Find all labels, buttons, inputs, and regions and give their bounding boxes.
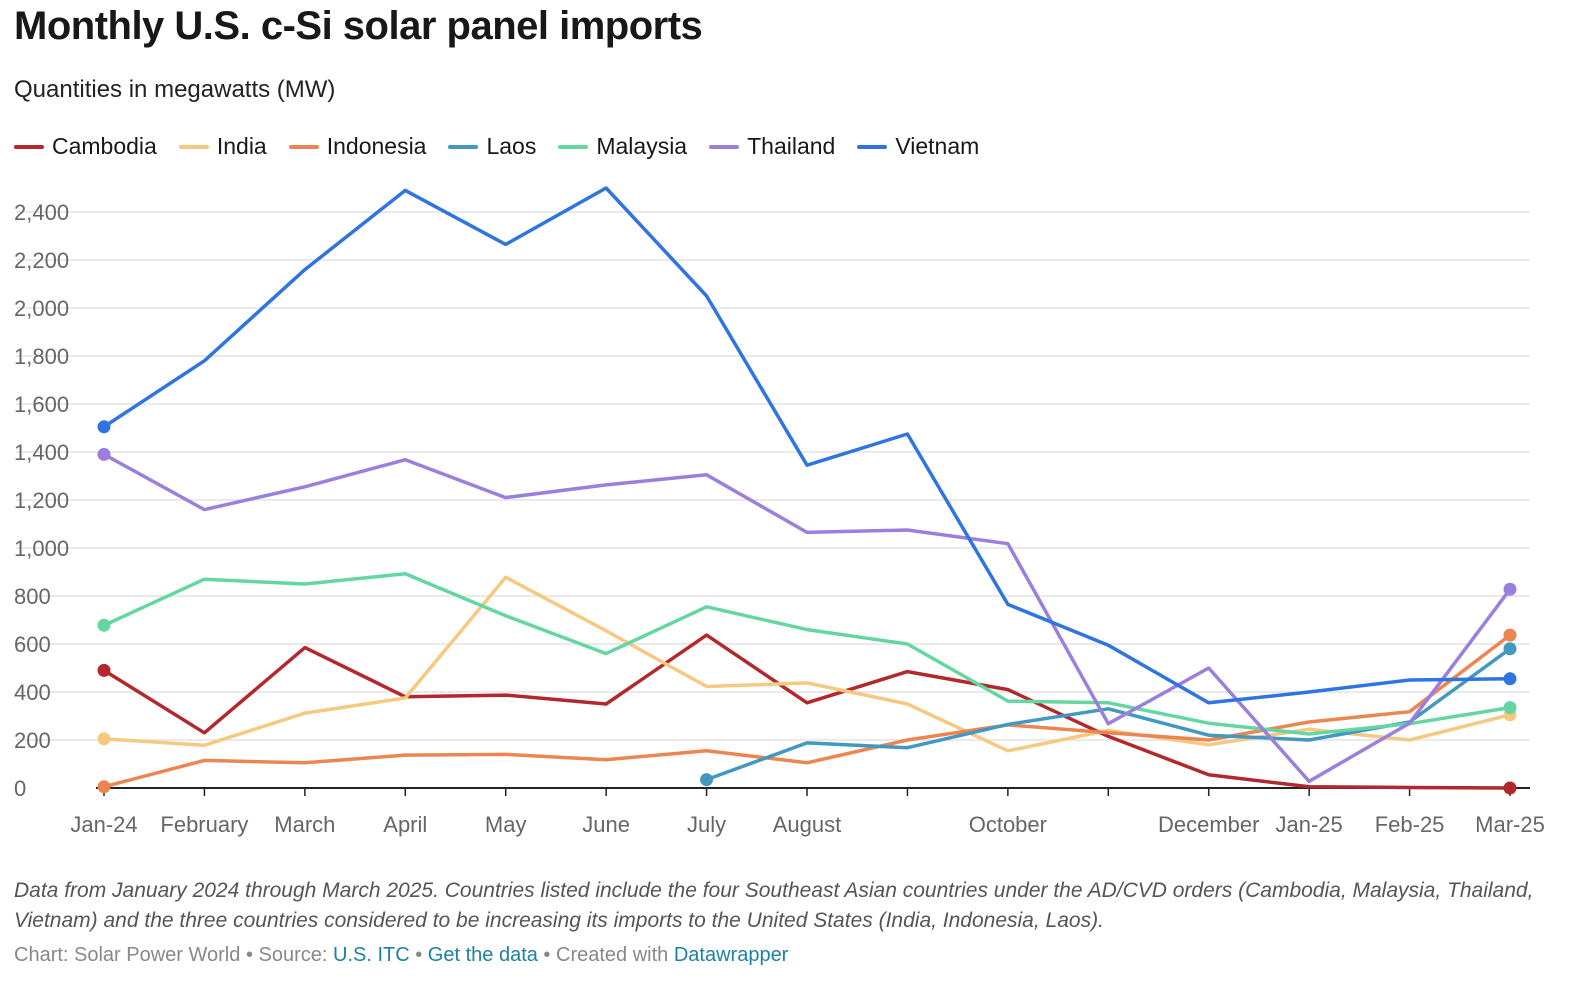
legend-label: Laos — [486, 133, 537, 159]
data-point-thailand — [97, 447, 111, 461]
x-tick-label: March — [274, 812, 335, 837]
x-tick-label: August — [773, 812, 842, 837]
chart-title: Monthly U.S. c-Si solar panel imports — [14, 4, 703, 48]
legend-item-malaysia: Malaysia — [558, 133, 687, 160]
footer-separator: • — [240, 944, 259, 966]
x-tick-label: Mar-25 — [1475, 812, 1545, 837]
legend-item-vietnam: Vietnam — [857, 133, 979, 160]
chart-subtitle: Quantities in megawatts (MW) — [14, 76, 336, 103]
data-point-indonesia — [1503, 628, 1517, 642]
y-tick-label: 1,600 — [14, 392, 69, 417]
x-tick-label: June — [582, 812, 630, 837]
legend-swatch — [14, 144, 44, 149]
x-tick-label: Feb-25 — [1375, 812, 1445, 837]
y-tick-label: 0 — [14, 776, 26, 801]
y-tick-label: 600 — [14, 632, 51, 657]
x-tick-label: October — [969, 812, 1047, 837]
chart-credit: Chart: Solar Power World — [14, 944, 241, 966]
legend-swatch — [288, 144, 319, 149]
x-tick-label: July — [687, 812, 726, 837]
get-data-link[interactable]: Get the data — [427, 944, 538, 966]
data-point-laos — [700, 773, 714, 787]
legend-item-thailand: Thailand — [709, 133, 835, 160]
source-label: Source: — [258, 944, 333, 966]
x-tick-label: December — [1158, 812, 1259, 837]
y-tick-label: 800 — [14, 584, 51, 609]
y-tick-label: 1,000 — [14, 536, 69, 561]
legend-label: Thailand — [747, 133, 836, 159]
y-tick-label: 400 — [14, 680, 51, 705]
legend-label: Vietnam — [895, 133, 980, 159]
legend-label: Cambodia — [52, 133, 157, 159]
x-tick-label: April — [383, 812, 427, 837]
legend-label: India — [216, 133, 267, 159]
y-tick-label: 2,400 — [14, 200, 69, 225]
data-point-cambodia — [1503, 781, 1517, 795]
chart-footer: Chart: Solar Power World • Source: U.S. … — [14, 944, 788, 967]
y-tick-label: 1,800 — [14, 344, 69, 369]
data-point-malaysia — [1503, 701, 1517, 715]
x-tick-label: Jan-25 — [1276, 812, 1343, 837]
footer-separator: • — [537, 944, 556, 966]
datawrapper-link[interactable]: Datawrapper — [673, 944, 789, 966]
legend-swatch — [178, 144, 209, 149]
legend-swatch — [709, 144, 740, 149]
data-point-vietnam — [1503, 672, 1517, 686]
line-chart: 0 200 400 600 800 1,000 1,200 1,400 1,600 1,800 2,… — [14, 186, 1545, 837]
series-line-india — [102, 575, 1512, 753]
x-tick-label: May — [485, 812, 527, 837]
legend-item-india: India — [178, 133, 267, 160]
legend-label: Malaysia — [596, 133, 688, 159]
series-line-vietnam — [102, 186, 1512, 705]
legend-item-laos: Laos — [448, 133, 536, 160]
y-tick-label: 1,400 — [14, 440, 69, 465]
legend-swatch — [558, 144, 589, 149]
legend-item-indonesia: Indonesia — [288, 133, 427, 160]
series-line-malaysia — [102, 571, 1512, 736]
chart-legend: Cambodia India Indonesia Laos Malaysia Thaila… — [14, 133, 979, 160]
chart-notes: Data from January 2024 through March 202… — [14, 879, 1534, 932]
data-point-indonesia — [97, 780, 111, 794]
legend-swatch — [448, 144, 479, 149]
data-point-vietnam — [97, 420, 111, 434]
data-point-cambodia — [97, 663, 111, 677]
legend-swatch — [857, 144, 888, 149]
source-link[interactable]: U.S. ITC — [333, 944, 410, 966]
data-point-india — [97, 732, 111, 746]
legend-item-cambodia: Cambodia — [14, 133, 157, 160]
series-line-thailand — [102, 452, 1512, 784]
data-point-laos — [1503, 642, 1517, 656]
series-line-indonesia — [102, 633, 1512, 789]
y-tick-label: 1,200 — [14, 488, 69, 513]
x-tick-label: February — [160, 812, 248, 837]
series-line-cambodia — [102, 633, 1512, 790]
footer-separator: • — [409, 944, 428, 966]
y-tick-label: 200 — [14, 728, 51, 753]
y-tick-label: 2,000 — [14, 296, 69, 321]
data-point-malaysia — [97, 618, 111, 632]
legend-label: Indonesia — [326, 133, 427, 159]
created-with-label: Created with — [556, 944, 674, 966]
y-tick-label: 2,200 — [14, 248, 69, 273]
x-tick-label: Jan-24 — [70, 812, 137, 837]
data-point-thailand — [1503, 582, 1517, 596]
